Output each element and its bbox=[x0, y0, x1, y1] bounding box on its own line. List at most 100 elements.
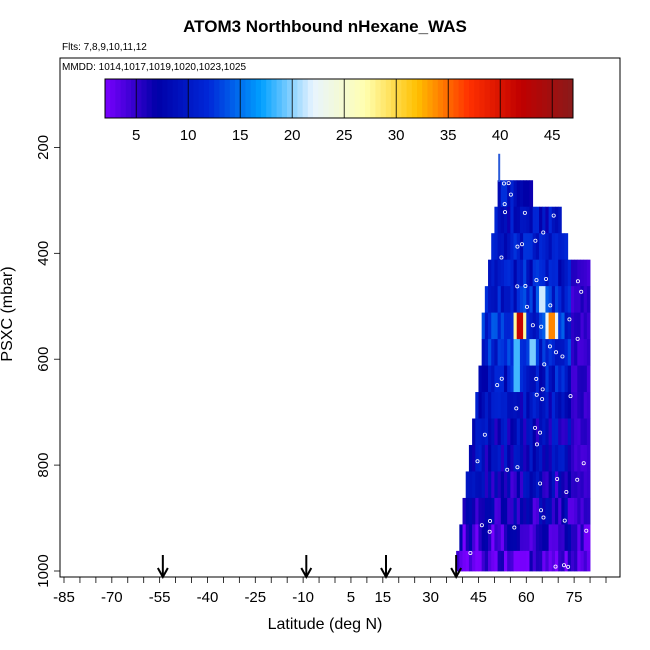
heatmap-cell bbox=[507, 206, 511, 234]
colorbar-segment bbox=[401, 79, 408, 118]
sample-point bbox=[553, 564, 558, 569]
heatmap-cell bbox=[577, 550, 581, 572]
heatmap-cell bbox=[484, 418, 489, 446]
heatmap-cell bbox=[475, 418, 479, 446]
heatmap-cell bbox=[570, 286, 575, 314]
heatmap-cell bbox=[513, 180, 518, 208]
heatmap-cell bbox=[462, 497, 467, 525]
colorbar-segment bbox=[240, 79, 246, 118]
heatmap-cell bbox=[561, 471, 565, 499]
colorbar: 5 10 15 20 25 30 35 40 45 bbox=[104, 78, 574, 144]
sample-point bbox=[533, 238, 538, 243]
heatmap-cell bbox=[586, 524, 591, 552]
heatmap-cell bbox=[513, 233, 518, 261]
sample-point bbox=[530, 323, 535, 328]
heatmap-cell bbox=[481, 392, 486, 419]
heatmap-cell bbox=[545, 418, 550, 446]
heatmap-cell bbox=[570, 524, 575, 552]
flight-arrows bbox=[156, 555, 463, 580]
colorbar-tick-label: 15 bbox=[232, 127, 249, 144]
heatmap-cell bbox=[510, 206, 514, 234]
heatmap-cell bbox=[526, 524, 530, 552]
heatmap-cell bbox=[564, 471, 569, 499]
heatmap-cell bbox=[558, 418, 562, 446]
heatmap-cell bbox=[494, 444, 498, 472]
heatmap-cell bbox=[497, 206, 502, 234]
heatmap-cell bbox=[472, 444, 476, 472]
sample-point bbox=[487, 529, 492, 534]
sample-point bbox=[538, 508, 543, 513]
colorbar-segment bbox=[333, 79, 340, 118]
heatmap-cell bbox=[532, 471, 537, 499]
heatmap-cell bbox=[545, 392, 550, 419]
heatmap-cell bbox=[580, 497, 585, 525]
heatmap-cell bbox=[567, 312, 572, 340]
heatmap-cell bbox=[494, 392, 498, 419]
colorbar-segment bbox=[422, 79, 428, 118]
colorbar-segment bbox=[417, 79, 423, 118]
colorbar-segment bbox=[526, 79, 532, 118]
colorbar-segment bbox=[375, 79, 382, 118]
heatmap-cell bbox=[551, 206, 556, 234]
heatmap-cell bbox=[551, 233, 556, 261]
heatmap-cell bbox=[580, 286, 585, 314]
heatmap-cell bbox=[548, 206, 553, 234]
heatmap-cell bbox=[513, 259, 518, 287]
heatmap-cell bbox=[577, 339, 581, 366]
heatmap-cell bbox=[558, 524, 562, 552]
heatmap-cell bbox=[567, 550, 572, 572]
heatmap-cell bbox=[564, 524, 569, 552]
heatmap-cell bbox=[564, 550, 569, 572]
colorbar-segment bbox=[531, 79, 538, 118]
colorbar-segment bbox=[432, 79, 439, 118]
heatmap-cell bbox=[570, 550, 575, 572]
heatmap-cell bbox=[494, 312, 498, 340]
colorbar-tick-label: 45 bbox=[544, 127, 561, 144]
sample-point bbox=[541, 230, 546, 235]
heatmap-cell bbox=[548, 233, 553, 261]
heatmap-cell bbox=[500, 550, 505, 572]
heatmap-cell bbox=[574, 259, 578, 287]
heatmap-cell bbox=[580, 312, 585, 340]
heatmap-cell bbox=[513, 418, 518, 446]
heatmap-cell bbox=[583, 444, 588, 472]
heatmap-cell bbox=[554, 259, 559, 287]
heatmap-cell bbox=[491, 339, 495, 366]
colorbar-segment bbox=[266, 79, 272, 118]
heatmap-cell bbox=[523, 524, 527, 552]
colorbar-segment bbox=[396, 79, 402, 118]
heatmap-cell bbox=[545, 259, 550, 287]
heatmap-cell bbox=[481, 365, 486, 393]
heatmap-cell bbox=[475, 524, 479, 552]
heatmap-cell bbox=[513, 497, 518, 525]
colorbar-segment bbox=[458, 79, 465, 118]
heatmap-cell bbox=[554, 418, 559, 446]
heatmap-cell bbox=[564, 312, 569, 340]
heatmap-cell bbox=[580, 471, 585, 499]
heatmap-cell bbox=[497, 418, 502, 446]
colorbar-segment bbox=[183, 79, 189, 118]
heatmap-cell bbox=[519, 550, 524, 572]
heatmap-cell bbox=[494, 206, 498, 234]
heatmap-cell bbox=[519, 471, 524, 499]
sample-point bbox=[475, 459, 480, 464]
heatmap-cell bbox=[472, 524, 476, 552]
heatmap-cell bbox=[551, 312, 556, 340]
heatmap-cell bbox=[567, 286, 572, 314]
heatmap-cell bbox=[532, 524, 537, 552]
sample-point bbox=[568, 394, 573, 399]
sample-point bbox=[579, 289, 584, 294]
heatmap-cell bbox=[558, 286, 562, 314]
heatmap-cell bbox=[583, 471, 588, 499]
heatmap-cell bbox=[574, 365, 578, 393]
heatmap-cell bbox=[554, 392, 559, 419]
heatmap-cell bbox=[539, 286, 543, 314]
heatmap-cell bbox=[497, 524, 502, 552]
heatmap-cell bbox=[551, 418, 556, 446]
colorbar-segment bbox=[323, 79, 330, 118]
heatmap-cell bbox=[583, 497, 588, 525]
heatmap-cell bbox=[542, 418, 546, 446]
heatmap-cell bbox=[570, 259, 575, 287]
heatmap-cell bbox=[491, 550, 495, 572]
